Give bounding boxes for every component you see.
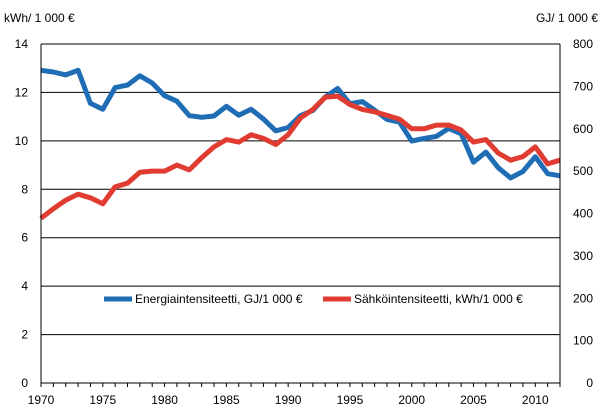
- gridlines: [41, 43, 560, 336]
- x-tick-label: 1975: [89, 393, 116, 407]
- y-left-tick-label: 2: [21, 328, 28, 342]
- y-left-tick-label: 6: [21, 231, 28, 245]
- y-right-tick-label: 300: [573, 249, 593, 263]
- y-left-tick-label: 14: [15, 37, 29, 51]
- x-tick-label: 2000: [398, 393, 425, 407]
- x-tick-label: 1970: [28, 393, 55, 407]
- x-tick-label: 2005: [460, 393, 487, 407]
- x-tick-label: 1995: [337, 393, 364, 407]
- y-right-tick-label: 600: [573, 122, 593, 136]
- x-tick-label: 2010: [522, 393, 549, 407]
- axes: 0 2 4 6 8 10 12 14 0 100 200 300 400 500 600 700 800 1970…: [15, 37, 594, 407]
- y-right-tick-label: 500: [573, 164, 593, 178]
- y-right-tick-label: 100: [573, 334, 593, 348]
- legend-label-electricity: Sähköintensiteetti, kWh/1 000 €: [354, 292, 523, 306]
- x-tick-label: 1990: [275, 393, 302, 407]
- series-lines: [39, 67, 561, 221]
- y-left-tick-label: 0: [21, 376, 28, 390]
- right-axis-label: GJ/ 1 000 €: [536, 11, 598, 25]
- y-left-tick-label: 4: [21, 279, 28, 293]
- left-axis-label: kWh/ 1 000 €: [4, 11, 75, 25]
- y-right-tick-label: 0: [586, 376, 593, 390]
- y-right-tick-label: 800: [573, 37, 593, 51]
- x-tick-label: 1980: [151, 393, 178, 407]
- y-left-tick-label: 10: [15, 134, 29, 148]
- y-right-tick-label: 700: [573, 79, 593, 93]
- y-right-tick-label: 200: [573, 291, 593, 305]
- series-line-energy-intensity: [40, 67, 561, 181]
- legend: Energiaintensiteetti, GJ/1 000 € Sähköin…: [104, 292, 523, 306]
- series-line-electricity-intensity: [39, 93, 561, 221]
- y-right-tick-label: 400: [573, 207, 593, 221]
- legend-label-energy: Energiaintensiteetti, GJ/1 000 €: [135, 292, 303, 306]
- x-tick-label: 1985: [213, 393, 240, 407]
- y-left-tick-label: 8: [21, 182, 28, 196]
- y-left-tick-label: 12: [15, 85, 29, 99]
